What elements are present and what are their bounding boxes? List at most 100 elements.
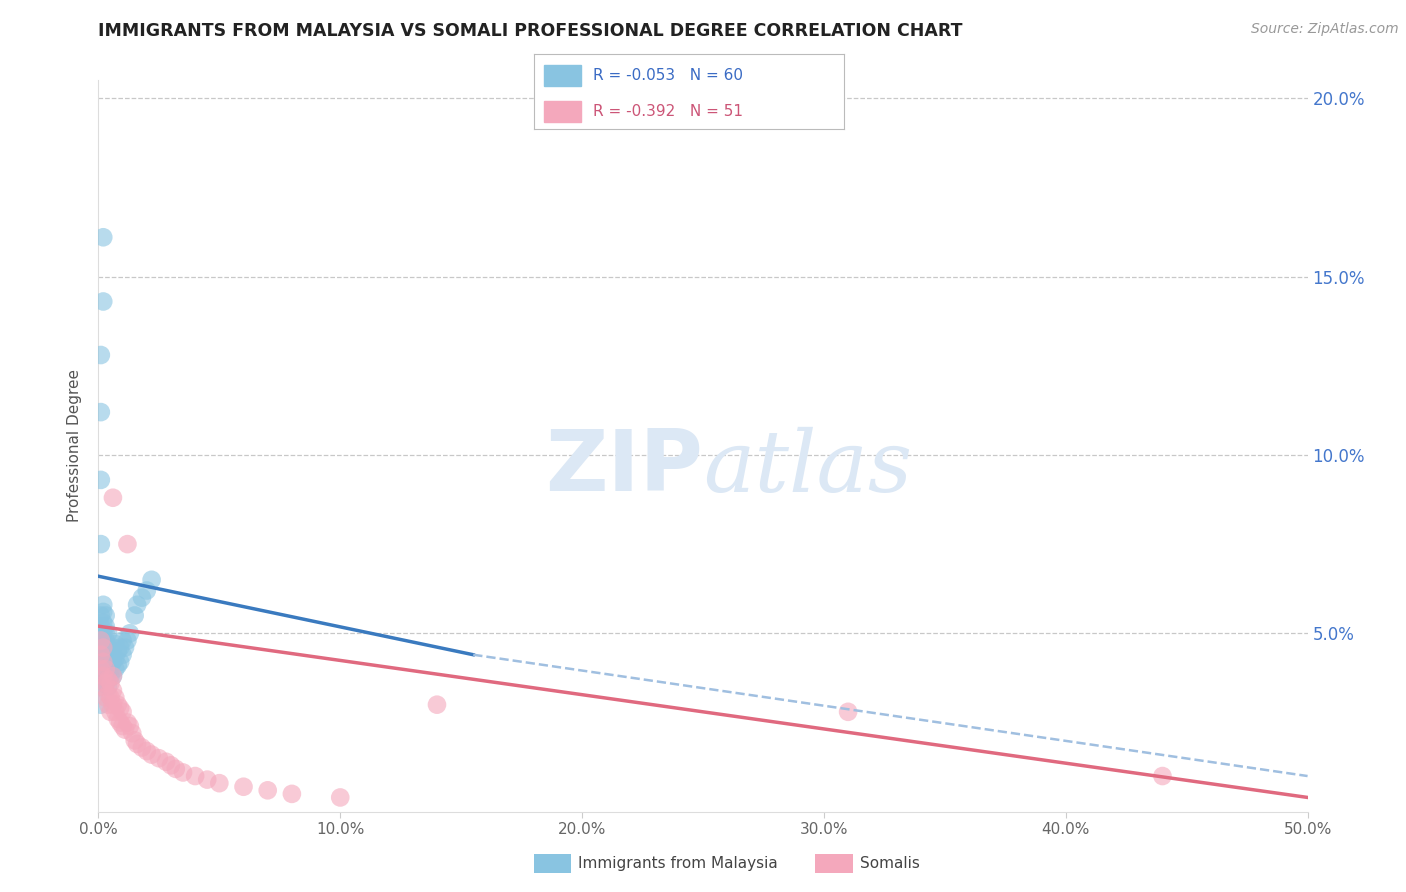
- Text: IMMIGRANTS FROM MALAYSIA VS SOMALI PROFESSIONAL DEGREE CORRELATION CHART: IMMIGRANTS FROM MALAYSIA VS SOMALI PROFE…: [98, 22, 963, 40]
- Point: [100, 705, 122, 719]
- Point: [160, 758, 183, 772]
- Point: [97, 626, 120, 640]
- Point: [114, 723, 136, 737]
- Point: [90, 537, 112, 551]
- Point: [94, 640, 117, 655]
- Point: [90, 640, 112, 655]
- Point: [117, 715, 139, 730]
- Point: [172, 765, 194, 780]
- Point: [111, 719, 134, 733]
- Point: [97, 673, 120, 687]
- Point: [94, 662, 117, 676]
- Point: [281, 787, 304, 801]
- Point: [94, 662, 117, 676]
- Point: [90, 633, 112, 648]
- Point: [100, 644, 122, 658]
- Point: [91, 598, 114, 612]
- Point: [97, 680, 120, 694]
- Text: Immigrants from Malaysia: Immigrants from Malaysia: [578, 856, 778, 871]
- Point: [101, 698, 124, 712]
- Point: [91, 605, 114, 619]
- Bar: [544, 101, 581, 122]
- Point: [97, 655, 120, 669]
- Point: [94, 669, 117, 683]
- Point: [131, 591, 153, 605]
- Point: [94, 619, 117, 633]
- Text: ZIP: ZIP: [546, 426, 703, 509]
- Point: [165, 762, 187, 776]
- Point: [91, 648, 114, 662]
- Point: [256, 783, 278, 797]
- Point: [104, 690, 127, 705]
- Point: [107, 712, 129, 726]
- Point: [91, 640, 114, 655]
- Point: [91, 626, 114, 640]
- Point: [141, 747, 163, 762]
- Y-axis label: Professional Degree: Professional Degree: [67, 369, 83, 523]
- Point: [118, 626, 141, 640]
- Point: [108, 655, 131, 669]
- Point: [97, 662, 120, 676]
- Point: [184, 769, 207, 783]
- Point: [91, 669, 114, 683]
- Point: [91, 230, 114, 244]
- Point: [155, 755, 177, 769]
- Point: [94, 626, 117, 640]
- Point: [127, 737, 149, 751]
- Point: [91, 680, 114, 694]
- Bar: [544, 65, 581, 87]
- Point: [90, 348, 112, 362]
- Point: [97, 640, 120, 655]
- Point: [97, 687, 120, 701]
- Text: atlas: atlas: [703, 426, 912, 509]
- Point: [117, 537, 139, 551]
- Text: Somalis: Somalis: [859, 856, 920, 871]
- Point: [90, 648, 112, 662]
- Point: [208, 776, 231, 790]
- Point: [90, 473, 112, 487]
- Text: Source: ZipAtlas.com: Source: ZipAtlas.com: [1251, 22, 1399, 37]
- Point: [114, 640, 136, 655]
- Point: [135, 744, 157, 758]
- Point: [90, 698, 112, 712]
- Point: [135, 583, 157, 598]
- Point: [101, 491, 124, 505]
- Point: [90, 680, 112, 694]
- Point: [94, 676, 117, 690]
- Point: [141, 573, 163, 587]
- Point: [91, 615, 114, 630]
- Point: [101, 683, 124, 698]
- Point: [91, 669, 114, 683]
- Point: [90, 619, 112, 633]
- Point: [426, 698, 449, 712]
- Point: [104, 651, 127, 665]
- Point: [1152, 769, 1174, 783]
- Point: [111, 633, 134, 648]
- Point: [90, 633, 112, 648]
- Point: [90, 655, 112, 669]
- Point: [91, 294, 114, 309]
- Point: [104, 637, 127, 651]
- Point: [108, 640, 131, 655]
- Point: [232, 780, 254, 794]
- Point: [100, 676, 122, 690]
- Point: [94, 655, 117, 669]
- Point: [90, 662, 112, 676]
- Point: [127, 598, 149, 612]
- Text: R = -0.053   N = 60: R = -0.053 N = 60: [593, 68, 742, 83]
- Point: [100, 669, 122, 683]
- Point: [101, 669, 124, 683]
- Point: [94, 690, 117, 705]
- Point: [101, 669, 124, 683]
- Point: [148, 751, 170, 765]
- Point: [117, 633, 139, 648]
- Point: [124, 733, 146, 747]
- Point: [101, 640, 124, 655]
- Point: [97, 648, 120, 662]
- Point: [97, 669, 120, 683]
- Point: [131, 740, 153, 755]
- Point: [111, 705, 134, 719]
- Point: [100, 658, 122, 673]
- Point: [94, 633, 117, 648]
- Point: [90, 608, 112, 623]
